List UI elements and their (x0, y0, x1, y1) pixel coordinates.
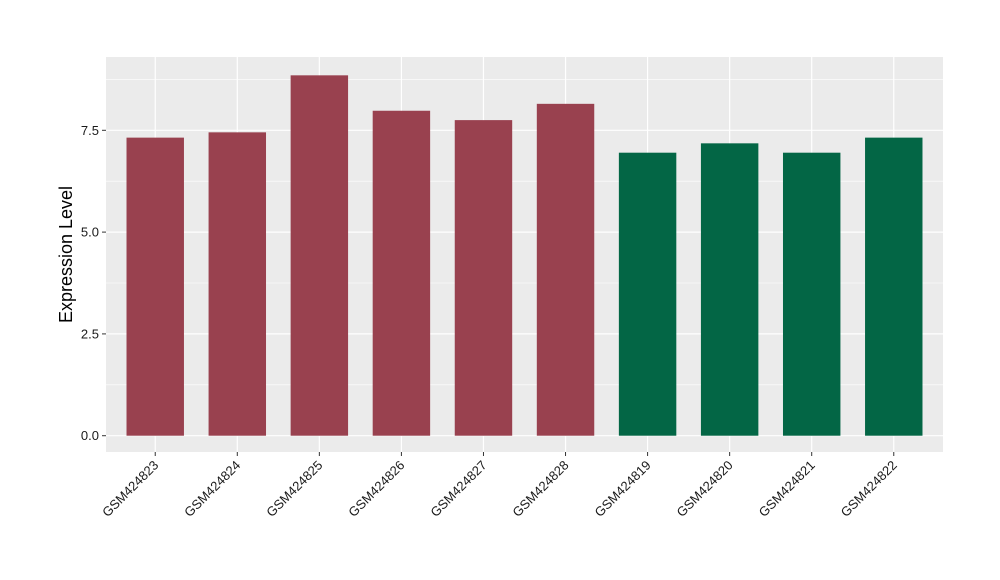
bar (536, 103, 595, 436)
x-tick-label: GSM424821 (756, 458, 818, 520)
x-tick-label: GSM424822 (838, 458, 900, 520)
bar (782, 152, 841, 436)
y-tick-label: 5.0 (81, 225, 99, 240)
x-tick-label: GSM424824 (181, 458, 243, 520)
bar (126, 137, 184, 436)
bar (618, 152, 677, 436)
y-axis: 0.0 2.5 5.0 7.5 (81, 123, 106, 443)
bar (865, 137, 923, 436)
y-tick-label: 7.5 (81, 123, 99, 138)
x-tick-label: GSM424820 (674, 458, 736, 520)
bar (208, 132, 267, 436)
x-tick-label: GSM424819 (591, 458, 653, 520)
bar (700, 143, 759, 436)
x-tick-label: GSM424828 (509, 458, 571, 520)
x-tick-label: GSM424826 (345, 458, 407, 520)
x-tick-label: GSM424823 (99, 458, 161, 520)
y-tick-label: 0.0 (81, 428, 99, 443)
x-tick-label: GSM424827 (427, 458, 489, 520)
bars-group (126, 75, 923, 436)
x-tick-label: GSM424825 (263, 458, 325, 520)
x-axis: GSM424823 GSM424824 GSM424825 GSM424826 GSM4… (99, 452, 900, 520)
bar (454, 120, 513, 436)
bar (290, 75, 349, 436)
y-tick-label: 2.5 (81, 326, 99, 341)
bar (372, 110, 431, 436)
y-axis-title: Expression Level (56, 186, 76, 323)
